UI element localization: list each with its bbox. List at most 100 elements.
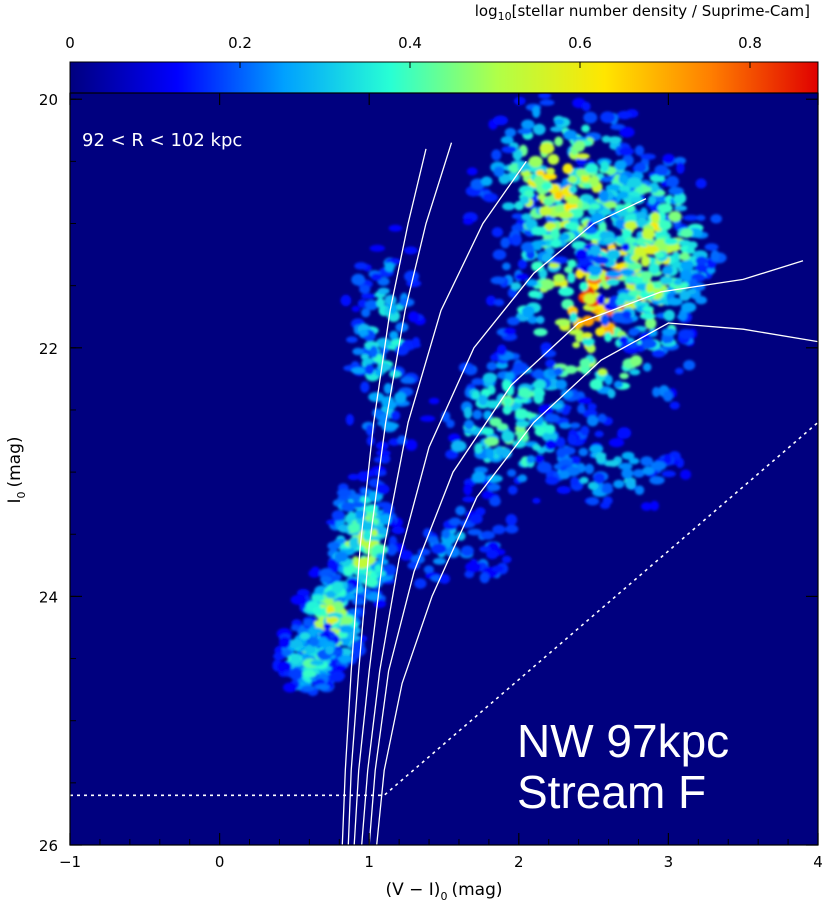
density-cell	[466, 167, 478, 176]
density-cell	[581, 101, 591, 112]
density-cell	[320, 576, 332, 583]
density-cell	[642, 466, 655, 476]
density-cell	[576, 153, 590, 160]
density-cell	[312, 606, 323, 615]
density-cell	[366, 436, 375, 446]
density-cell	[606, 249, 621, 260]
density-cell	[559, 232, 570, 241]
density-cell	[439, 573, 450, 585]
density-cell	[403, 246, 418, 255]
density-cell	[617, 110, 632, 120]
density-cell	[517, 259, 528, 270]
density-cell	[617, 207, 628, 218]
density-cell	[554, 118, 565, 126]
density-cell	[577, 397, 592, 405]
density-cell	[527, 315, 538, 324]
density-cell	[534, 414, 544, 426]
density-cell	[597, 294, 606, 306]
density-cell	[640, 270, 653, 281]
density-cell	[481, 490, 494, 500]
density-cell	[471, 471, 486, 484]
density-cell	[374, 564, 383, 572]
density-cell	[533, 123, 546, 136]
density-cell	[462, 496, 476, 503]
density-cell	[595, 452, 607, 463]
density-cell	[404, 270, 420, 283]
density-cell	[619, 268, 635, 277]
density-cell	[627, 262, 643, 271]
density-cell	[399, 549, 413, 561]
density-cell	[675, 367, 684, 375]
density-cell	[559, 422, 572, 429]
density-cell	[539, 99, 555, 106]
density-cell	[621, 468, 634, 479]
density-cell	[471, 391, 480, 400]
density-cell	[575, 268, 585, 279]
density-cell	[673, 192, 687, 205]
density-cell	[339, 625, 353, 633]
density-cell	[669, 401, 680, 410]
density-cell	[512, 148, 523, 161]
density-cell	[673, 278, 683, 286]
density-cell	[625, 478, 637, 490]
density-cell	[666, 243, 681, 252]
density-cell	[630, 254, 641, 262]
density-cell	[584, 463, 595, 475]
density-cell	[640, 456, 653, 467]
density-cell	[579, 476, 589, 484]
density-cell	[491, 565, 504, 572]
density-cell	[635, 283, 649, 292]
x-axis-label: (V − I)0 (mag)	[385, 880, 502, 903]
density-cell	[583, 293, 596, 305]
density-cell	[554, 318, 571, 327]
density-cell	[573, 140, 586, 153]
density-cell	[478, 394, 488, 406]
density-cell	[650, 500, 659, 511]
density-cell	[556, 486, 571, 494]
density-cell	[327, 541, 341, 551]
density-cell	[364, 577, 379, 588]
density-cell	[546, 167, 555, 175]
density-cell	[651, 349, 666, 358]
density-cell	[501, 146, 517, 154]
density-cell	[347, 473, 360, 481]
density-cell	[387, 401, 397, 410]
density-cell	[710, 250, 720, 262]
density-cell	[336, 488, 352, 497]
density-cell	[535, 169, 545, 176]
density-cell	[618, 462, 633, 470]
density-cell	[642, 305, 654, 312]
density-cell	[407, 561, 421, 570]
density-cell	[554, 367, 563, 376]
density-cell	[290, 653, 301, 665]
density-cell	[539, 142, 555, 155]
density-cell	[678, 329, 694, 340]
density-cell	[569, 312, 578, 323]
density-cell	[674, 156, 686, 165]
y-axis-ticks: 20 22 24 26	[39, 91, 818, 855]
x-tick-label: 4	[813, 853, 823, 871]
density-cell	[361, 293, 376, 300]
density-cell	[630, 196, 645, 205]
colorbar-tick-label: 0	[65, 34, 75, 52]
density-cell	[351, 367, 367, 374]
colorbar-gradient	[69, 61, 819, 94]
density-cell	[552, 256, 569, 264]
density-cell	[598, 220, 607, 233]
density-cell	[455, 505, 466, 516]
stream-name-label: Stream F	[517, 766, 706, 818]
density-cell	[521, 305, 535, 318]
density-cell	[485, 447, 495, 460]
density-cell	[532, 105, 541, 118]
density-cell	[661, 328, 677, 336]
density-cell	[463, 407, 473, 419]
density-cell	[308, 627, 324, 635]
density-cell	[448, 433, 461, 443]
density-cell	[491, 149, 502, 161]
density-cell	[641, 338, 657, 349]
density-cell	[485, 295, 497, 306]
density-cell	[535, 315, 545, 324]
density-cell	[642, 362, 652, 372]
density-cell	[515, 273, 529, 281]
density-cell	[502, 404, 512, 415]
